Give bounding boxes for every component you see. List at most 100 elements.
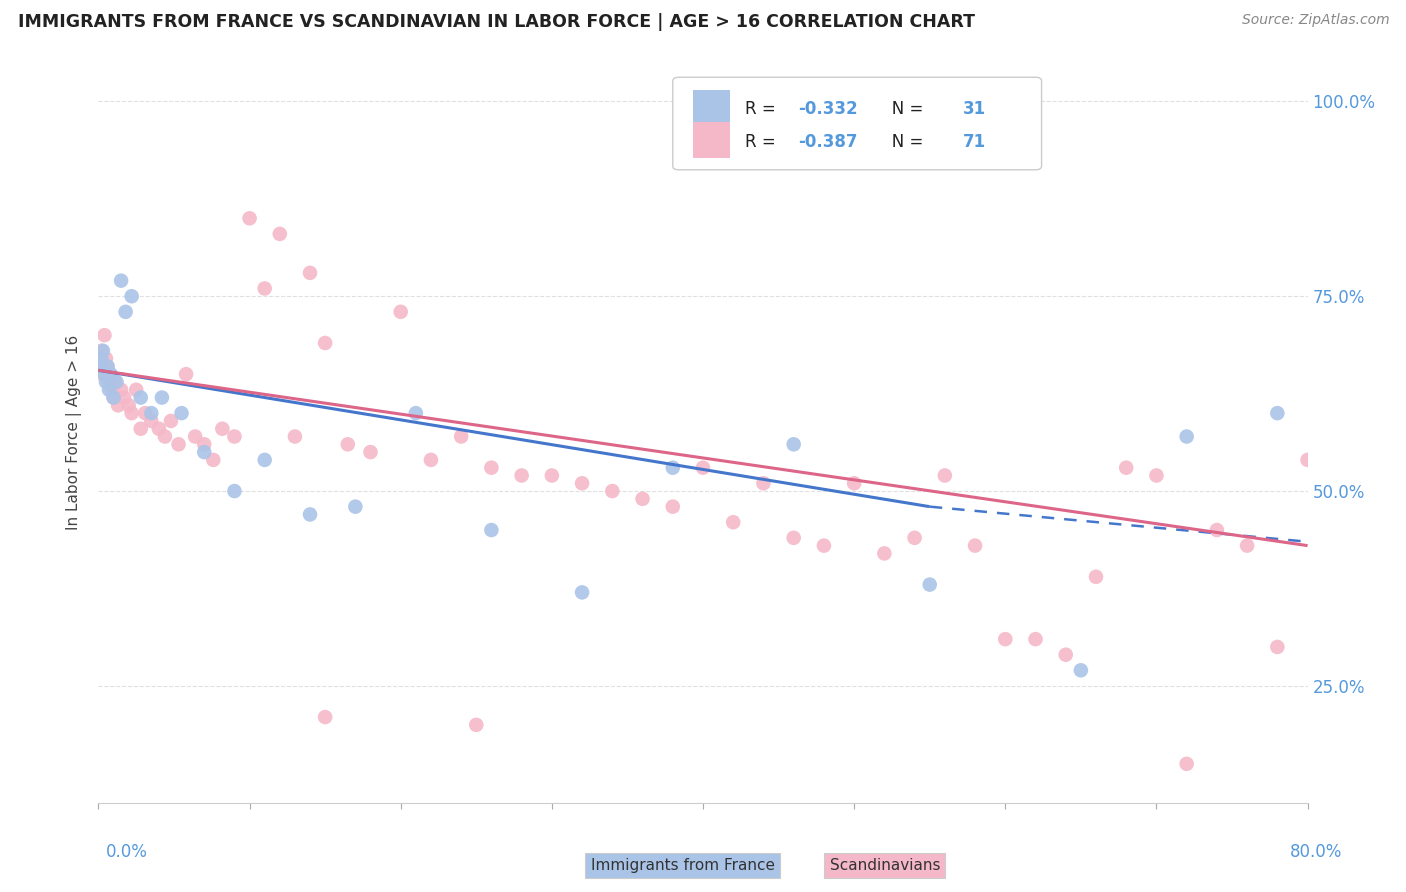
FancyBboxPatch shape — [672, 78, 1042, 169]
Point — [389, 305, 412, 319]
Point — [253, 453, 276, 467]
Point — [114, 305, 136, 319]
Point — [631, 491, 654, 506]
Point — [904, 531, 927, 545]
Point — [100, 367, 122, 381]
Point — [965, 539, 987, 553]
Point — [121, 289, 143, 303]
Point — [150, 391, 173, 405]
Point — [692, 460, 714, 475]
Point — [93, 328, 115, 343]
Point — [96, 359, 118, 374]
Point — [314, 336, 336, 351]
Text: IMMIGRANTS FROM FRANCE VS SCANDINAVIAN IN LABOR FORCE | AGE > 16 CORRELATION CHA: IMMIGRANTS FROM FRANCE VS SCANDINAVIAN I… — [18, 13, 976, 31]
Point — [94, 375, 117, 389]
Point — [1267, 406, 1289, 420]
Point — [314, 710, 336, 724]
Point — [89, 359, 111, 374]
Point — [1175, 756, 1198, 771]
Point — [141, 406, 163, 420]
Point — [105, 375, 128, 389]
Point — [994, 632, 1017, 647]
Point — [167, 437, 190, 451]
FancyBboxPatch shape — [693, 90, 730, 126]
Point — [104, 375, 127, 389]
Point — [1115, 460, 1137, 475]
Point — [193, 445, 215, 459]
Point — [224, 484, 246, 499]
Point — [1206, 523, 1229, 537]
Text: Scandinavians: Scandinavians — [830, 858, 941, 873]
Point — [1175, 429, 1198, 443]
Point — [571, 476, 593, 491]
Point — [344, 500, 367, 514]
Point — [420, 453, 443, 467]
Point — [239, 211, 262, 226]
Point — [148, 422, 170, 436]
Text: R =: R = — [745, 100, 782, 118]
Text: 31: 31 — [963, 100, 986, 118]
Point — [103, 391, 125, 405]
Point — [873, 546, 896, 560]
Point — [253, 281, 276, 295]
Point — [90, 343, 112, 358]
Point — [1070, 663, 1092, 677]
Point — [121, 406, 143, 420]
Point — [174, 367, 197, 381]
Point — [844, 476, 866, 491]
Point — [118, 398, 141, 412]
Point — [405, 406, 427, 420]
Text: Source: ZipAtlas.com: Source: ZipAtlas.com — [1241, 13, 1389, 28]
Point — [1267, 640, 1289, 654]
Point — [91, 367, 114, 381]
Text: -0.332: -0.332 — [799, 100, 858, 118]
Point — [1024, 632, 1046, 647]
Text: 80.0%: 80.0% — [1291, 843, 1343, 861]
Text: N =: N = — [876, 100, 928, 118]
Point — [1054, 648, 1077, 662]
Point — [723, 515, 745, 529]
Point — [465, 718, 488, 732]
Point — [360, 445, 382, 459]
Point — [89, 359, 111, 374]
Point — [661, 460, 683, 475]
Point — [813, 539, 835, 553]
Text: 0.0%: 0.0% — [105, 843, 148, 861]
Point — [98, 375, 121, 389]
Text: R =: R = — [745, 133, 782, 151]
Point — [336, 437, 359, 451]
Point — [299, 508, 322, 522]
Point — [193, 437, 215, 451]
Point — [224, 429, 246, 443]
Text: -0.387: -0.387 — [799, 133, 858, 151]
Point — [94, 351, 117, 366]
Point — [269, 227, 291, 241]
Text: Immigrants from France: Immigrants from France — [591, 858, 775, 873]
Point — [1236, 539, 1258, 553]
Point — [103, 391, 125, 405]
Point — [91, 343, 114, 358]
Point — [110, 383, 132, 397]
Point — [481, 523, 503, 537]
Point — [129, 391, 152, 405]
Point — [153, 429, 176, 443]
Text: 71: 71 — [963, 133, 986, 151]
Point — [129, 422, 152, 436]
Point — [450, 429, 472, 443]
Point — [141, 414, 163, 428]
FancyBboxPatch shape — [693, 122, 730, 158]
Point — [101, 383, 124, 397]
Point — [96, 359, 118, 374]
Point — [661, 500, 683, 514]
Point — [100, 367, 122, 381]
Point — [752, 476, 775, 491]
Point — [211, 422, 233, 436]
Point — [1144, 468, 1167, 483]
Point — [98, 383, 121, 397]
Point — [481, 460, 503, 475]
Point — [602, 484, 624, 499]
Point — [110, 274, 132, 288]
Point — [783, 531, 806, 545]
Point — [184, 429, 207, 443]
Point — [1085, 570, 1108, 584]
